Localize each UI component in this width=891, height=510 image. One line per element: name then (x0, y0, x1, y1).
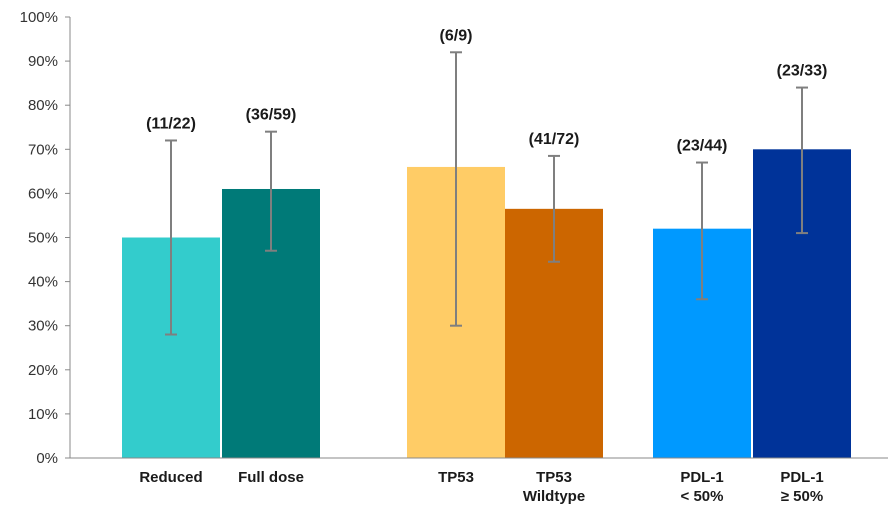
data-label: (23/33) (777, 63, 828, 80)
data-label: (36/59) (246, 107, 297, 124)
y-tick-label: 20% (28, 362, 58, 379)
x-category-label: TP53 (438, 469, 474, 486)
x-category-label: Wildtype (523, 488, 585, 505)
x-category-label: Reduced (139, 469, 202, 486)
y-tick-label: 90% (28, 53, 58, 70)
x-axis: Reduced Full dose TP53 TP53 Wildtype PDL-1 < 5… (70, 457, 888, 505)
bars (122, 149, 851, 459)
y-tick-label: 0% (36, 450, 58, 467)
error-bars (165, 51, 808, 336)
data-label: (41/72) (529, 131, 580, 148)
data-label: (6/9) (440, 27, 473, 44)
x-category-label: TP53 (536, 469, 572, 486)
x-category-label: ≥ 50% (781, 488, 823, 505)
y-tick-label: 30% (28, 318, 58, 335)
x-category-label: < 50% (681, 488, 724, 505)
y-axis: 0% 10% 20% 30% 40% 50% 60% 70% 80% 90% 100% (20, 9, 71, 467)
y-tick-label: 70% (28, 141, 58, 158)
y-tick-label: 60% (28, 185, 58, 202)
y-tick-label: 10% (28, 406, 58, 423)
x-category-label: PDL-1 (780, 469, 823, 486)
data-label: (23/44) (677, 138, 728, 155)
x-category-label: Full dose (238, 469, 304, 486)
x-category-label: PDL-1 (680, 469, 723, 486)
y-tick-label: 50% (28, 230, 58, 247)
y-tick-label: 100% (20, 9, 58, 26)
data-label: (11/22) (146, 115, 196, 132)
data-labels: (11/22) (36/59) (6/9) (41/72) (23/44) (23/33) (146, 27, 827, 154)
y-tick-label: 40% (28, 274, 58, 291)
y-tick-label: 80% (28, 97, 58, 114)
